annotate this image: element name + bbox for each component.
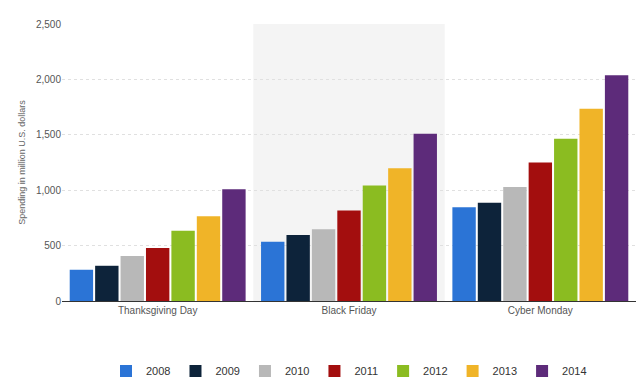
svg-text:Spending in million U.S. dolla: Spending in million U.S. dollars [17, 100, 27, 225]
svg-text:2014: 2014 [562, 365, 586, 377]
svg-text:2011: 2011 [354, 365, 378, 377]
svg-text:Black Friday: Black Friday [321, 305, 376, 316]
svg-text:0: 0 [55, 296, 61, 307]
svg-text:Thanksgiving Day: Thanksgiving Day [118, 305, 197, 316]
svg-text:Cyber Monday: Cyber Monday [508, 305, 573, 316]
svg-text:2009: 2009 [215, 365, 239, 377]
svg-text:2,500: 2,500 [36, 19, 61, 30]
svg-text:1,000: 1,000 [36, 185, 61, 196]
svg-text:2013: 2013 [493, 365, 517, 377]
svg-text:2,000: 2,000 [36, 74, 61, 85]
svg-text:1,500: 1,500 [36, 129, 61, 140]
svg-text:2008: 2008 [146, 365, 170, 377]
svg-text:2012: 2012 [423, 365, 447, 377]
svg-text:500: 500 [44, 240, 61, 251]
svg-text:2010: 2010 [285, 365, 309, 377]
